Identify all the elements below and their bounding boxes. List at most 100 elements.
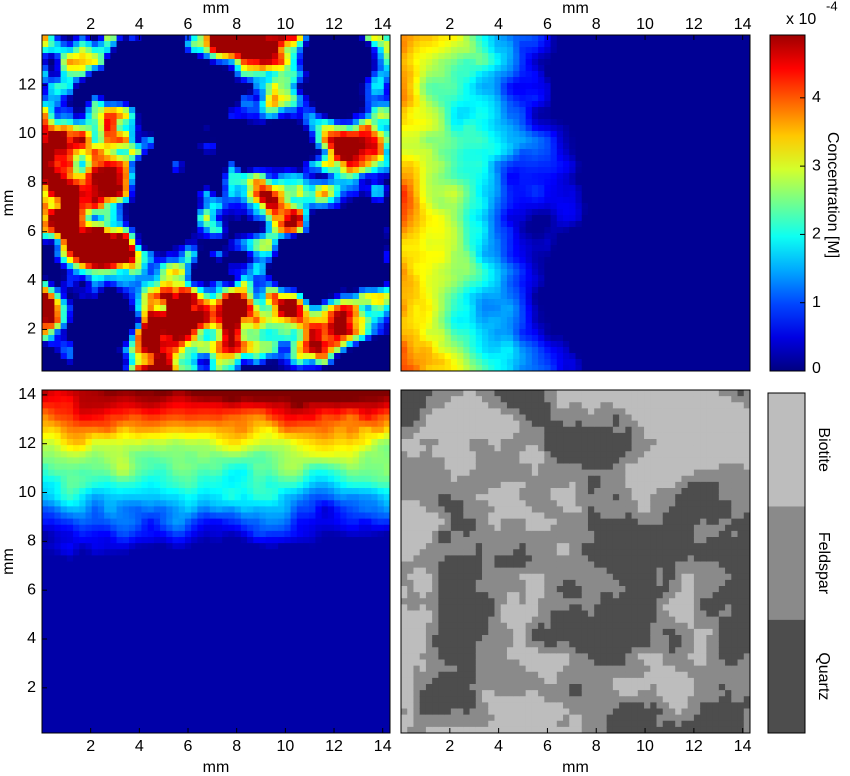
heat-cell (73, 221, 80, 228)
heat-cell (97, 125, 105, 132)
heat-cell (519, 269, 527, 276)
heat-cell (321, 173, 329, 180)
heat-cell (296, 335, 304, 342)
heat-cell (383, 101, 391, 108)
heat-cell (160, 107, 167, 114)
heat-cell (581, 329, 589, 336)
heat-cell (184, 233, 192, 240)
heat-cell (383, 293, 391, 300)
heat-cell (222, 113, 229, 120)
heat-cell (278, 35, 285, 42)
heat-cell (432, 311, 439, 318)
heat-cell (581, 233, 589, 240)
heat-cell (563, 59, 570, 66)
heat-cell (581, 107, 589, 114)
heat-cell (425, 53, 433, 60)
heat-cell (91, 197, 99, 204)
heat-cell (296, 293, 304, 300)
heat-cell (303, 179, 310, 186)
heat-cell (444, 131, 452, 138)
heat-cell (116, 227, 124, 234)
heat-cell (147, 155, 155, 162)
heat-cell (401, 227, 408, 234)
heat-cell (383, 209, 391, 216)
heat-cell (296, 317, 304, 324)
heat-cell (401, 233, 408, 240)
heat-cell (525, 137, 533, 144)
heat-cell (104, 329, 111, 336)
x-tick-label: 8 (232, 16, 241, 33)
heat-cell (594, 275, 601, 282)
heat-cell (191, 197, 198, 204)
heat-cell (110, 77, 118, 84)
heat-cell (153, 299, 161, 306)
heat-cell (413, 191, 421, 198)
heat-cell (425, 47, 433, 54)
heat-cell (358, 209, 366, 216)
heat-cell (327, 53, 335, 60)
heat-cell (147, 107, 155, 114)
heat-cell (358, 191, 366, 198)
heat-cell (184, 305, 192, 312)
heat-cell (184, 101, 192, 108)
heat-cell (365, 365, 372, 372)
heat-cell (550, 365, 558, 372)
heat-cell (600, 119, 608, 126)
heat-cell (191, 59, 198, 66)
heat-cell (513, 47, 520, 54)
heat-cell (482, 317, 489, 324)
heat-cell (79, 77, 86, 84)
heat-cell (197, 323, 205, 330)
heat-cell (494, 221, 502, 228)
heat-cell (147, 239, 155, 246)
heat-cell (383, 155, 391, 162)
heat-cell (303, 215, 310, 222)
heat-cell (383, 263, 391, 270)
heat-cell (519, 119, 527, 126)
heat-cell (147, 125, 155, 132)
heat-cell (197, 149, 205, 156)
heat-cell (141, 143, 149, 150)
heat-cell (141, 245, 149, 252)
heat-cell (494, 113, 502, 120)
heat-cell (482, 41, 489, 48)
heat-cell (222, 305, 229, 312)
heat-cell (321, 281, 329, 288)
heat-cell (425, 233, 433, 240)
heat-cell (79, 305, 86, 312)
heat-cell (488, 53, 495, 60)
heat-cell (413, 137, 421, 144)
heat-cell (147, 119, 155, 126)
heat-cell (513, 275, 520, 282)
heat-cell (365, 215, 372, 222)
heat-cell (153, 335, 161, 342)
heat-cell (327, 269, 335, 276)
heat-cell (265, 113, 273, 120)
heat-cell (358, 83, 366, 90)
heat-cell (531, 83, 539, 90)
heat-cell (365, 65, 372, 72)
heat-cell (519, 353, 527, 360)
heat-cell (594, 137, 601, 144)
heat-cell (166, 77, 173, 84)
heat-cell (234, 245, 242, 252)
heat-cell (475, 353, 483, 360)
heat-cell (401, 59, 408, 66)
heat-cell (73, 65, 80, 72)
heat-cell (259, 53, 267, 60)
heat-cell (222, 215, 229, 222)
heat-cell (178, 47, 186, 54)
heat-cell (407, 113, 414, 120)
heat-cell (296, 239, 304, 246)
heat-cell (141, 83, 149, 90)
heat-cell (129, 203, 136, 210)
heat-cell (253, 209, 260, 216)
heat-cell (303, 137, 310, 144)
heat-cell (228, 317, 236, 324)
heat-cell (407, 215, 414, 222)
heat-cell (184, 173, 192, 180)
heat-cell (413, 131, 421, 138)
heat-cell (340, 347, 347, 354)
heat-cell (296, 185, 304, 192)
heat-cell (296, 83, 304, 90)
